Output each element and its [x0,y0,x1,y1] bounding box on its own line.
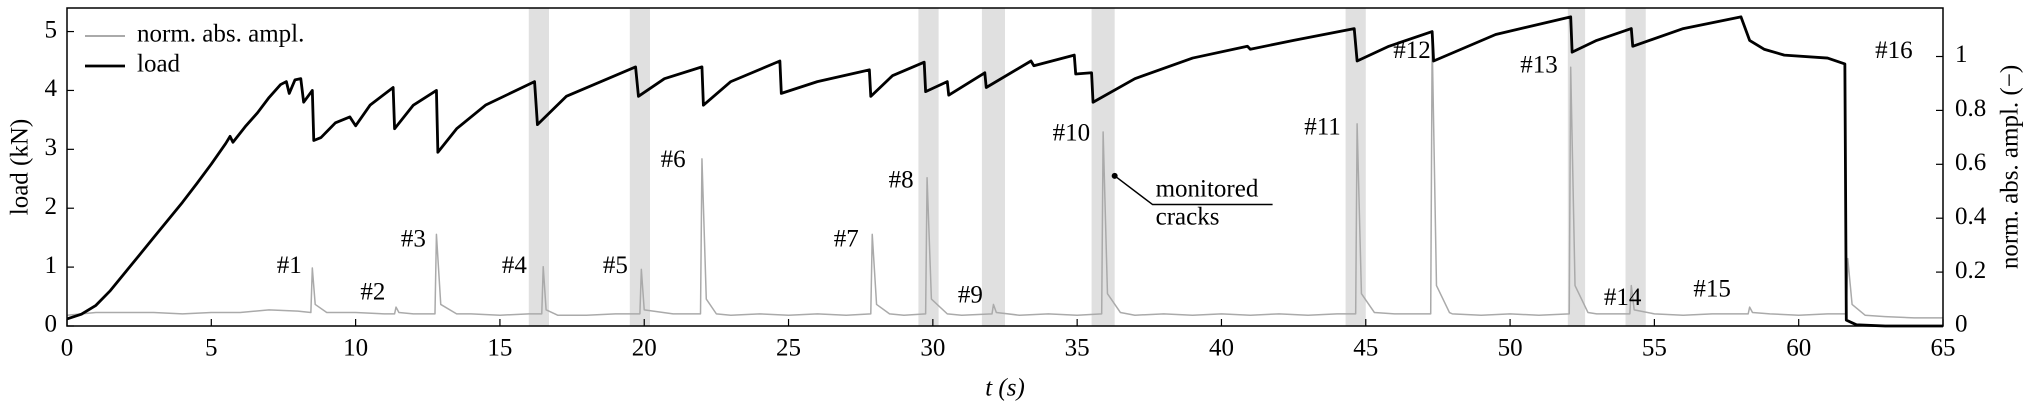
x-tick-label: 60 [1786,335,1811,362]
y-tick-label: 3 [45,134,58,161]
annotation: #13 [1520,52,1558,79]
shaded-span [1625,8,1646,326]
shaded-span [528,8,549,326]
x-tick-label: 65 [1931,335,1956,362]
shaded-span [1567,8,1586,326]
annotation: #10 [1053,119,1091,146]
annotation: #14 [1604,284,1642,311]
x-tick-label: 20 [632,335,657,362]
x-tick-label: 25 [776,335,801,362]
plot-frame [66,7,1944,327]
y2-tick-label: 0.8 [1955,95,1986,122]
x-axis-label: t (s) [985,375,1025,402]
annotation: #8 [889,166,914,193]
x-tick-label: 5 [205,335,218,362]
series-line [66,39,1943,319]
callout-pointer [1114,175,1273,206]
x-tick-label: 30 [920,335,945,362]
y-tick-label: 1 [45,252,58,279]
x-tick-label: 40 [1209,335,1234,362]
shaded-span [981,8,1005,326]
annotation: #6 [661,146,686,173]
callout-text: cracks [1156,203,1220,230]
y2-axis-label: norm. abs. ampl. (−) [1997,65,2024,269]
callout-text: monitored [1156,175,1259,202]
shaded-span [629,8,651,326]
y-tick-label: 2 [45,193,58,220]
annotation: #3 [401,225,426,252]
annotation: #4 [502,252,528,279]
annotation: #12 [1393,37,1431,64]
series-line [66,15,1943,328]
x-tick-label: 50 [1498,335,1523,362]
y-axis-label: load (kN) [7,119,34,216]
y2-tick-label: 0.6 [1955,149,1986,176]
x-tick-label: 55 [1642,335,1667,362]
annotation: #5 [603,252,628,279]
annotation: #11 [1304,113,1341,140]
legend-label: norm. abs. ampl. [137,21,304,48]
y-tick-label: 4 [45,75,58,102]
y-tick-label: 0 [45,311,58,338]
annotation: #2 [360,278,385,305]
x-tick-label: 15 [487,335,512,362]
annotation: #16 [1875,37,1913,64]
legend-label: load [137,51,181,78]
x-tick-label: 10 [343,335,368,362]
y-tick-label: 5 [45,16,58,43]
y2-tick-label: 0.2 [1955,257,1986,284]
y2-tick-label: 0 [1955,311,1968,338]
shaded-span [918,8,939,326]
annotation: #1 [277,252,302,279]
y2-tick-label: 1 [1955,41,1968,68]
annotation: #15 [1693,275,1731,302]
x-tick-label: 35 [1065,335,1090,362]
x-tick-label: 45 [1353,335,1378,362]
y2-tick-label: 0.4 [1955,203,1987,230]
annotation: #9 [958,281,983,308]
x-tick-label: 0 [61,335,74,362]
annotation: #7 [834,225,859,252]
